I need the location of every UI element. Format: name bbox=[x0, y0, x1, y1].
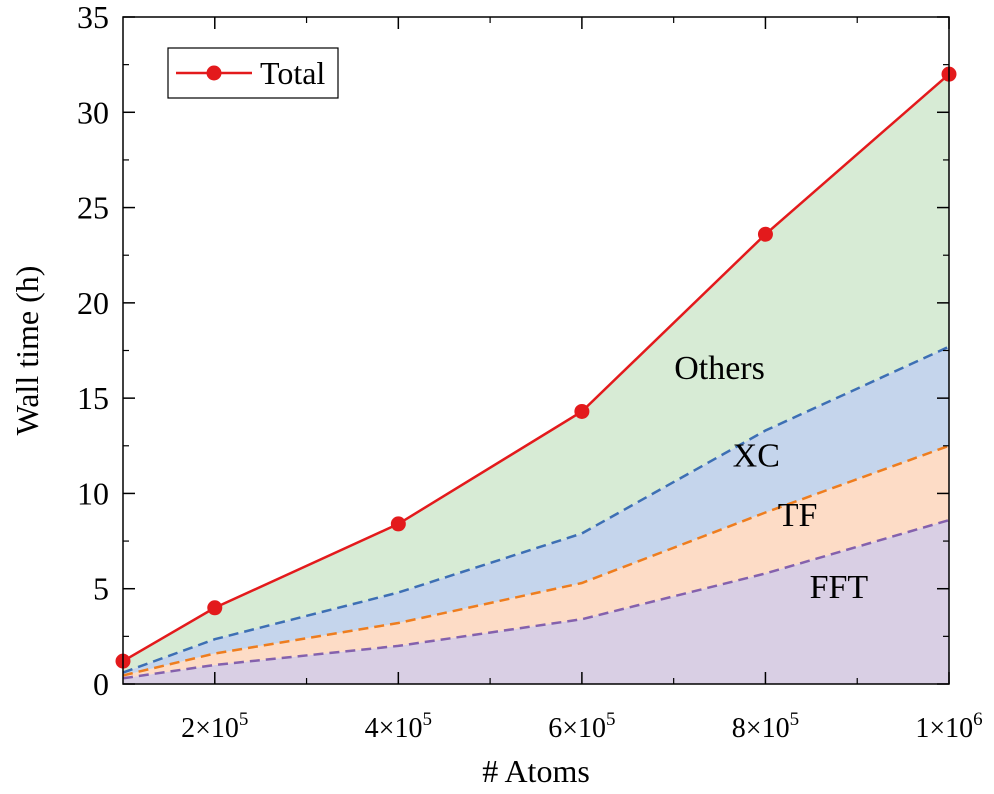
total-line bbox=[122, 73, 950, 663]
x-tick-label: 8×105 bbox=[732, 709, 799, 744]
y-tick-label: 5 bbox=[93, 571, 109, 607]
boundary-line-fft bbox=[122, 518, 950, 680]
y-tick-label: 35 bbox=[77, 0, 109, 35]
area-tf bbox=[123, 445, 949, 679]
region-labels: Others XC TF FFT bbox=[674, 350, 868, 606]
legend: Total bbox=[167, 47, 339, 99]
y-tick-label: 25 bbox=[77, 190, 109, 226]
total-series bbox=[115, 66, 957, 669]
area-fft bbox=[123, 520, 949, 684]
y-axis-ticks: 0 5 10 15 20 25 30 35 bbox=[77, 0, 949, 702]
y-tick-label: 30 bbox=[77, 94, 109, 130]
boundary-line-xc bbox=[122, 345, 950, 674]
total-point bbox=[390, 516, 406, 532]
region-label-fft: FFT bbox=[810, 569, 869, 606]
total-point bbox=[757, 226, 773, 242]
legend-entry-total: Total bbox=[260, 55, 325, 91]
x-tick-label: 6×105 bbox=[548, 709, 615, 744]
boundary-lines bbox=[122, 345, 950, 680]
y-tick-label: 0 bbox=[93, 666, 109, 702]
total-point bbox=[207, 600, 223, 616]
boundary-line-tf bbox=[122, 444, 950, 677]
legend-swatch-marker bbox=[206, 65, 222, 81]
x-tick-label: 1×106 bbox=[915, 709, 982, 744]
y-tick-label: 10 bbox=[77, 475, 109, 511]
total-point bbox=[574, 403, 590, 419]
region-label-xc: XC bbox=[733, 438, 780, 475]
x-axis-ticks: 2×105 4×105 6×105 8×105 1×106 bbox=[181, 17, 983, 744]
x-tick-label: 4×105 bbox=[365, 709, 432, 744]
area-others bbox=[123, 74, 949, 673]
stacked-areas bbox=[123, 74, 949, 684]
y-axis-label: Wall time (h) bbox=[9, 266, 45, 436]
region-label-tf: TF bbox=[778, 497, 818, 534]
x-tick-label: 2×105 bbox=[181, 709, 248, 744]
y-tick-label: 20 bbox=[77, 285, 109, 321]
x-axis-label: # Atoms bbox=[482, 753, 590, 789]
region-label-others: Others bbox=[674, 350, 765, 387]
y-tick-label: 15 bbox=[77, 380, 109, 416]
